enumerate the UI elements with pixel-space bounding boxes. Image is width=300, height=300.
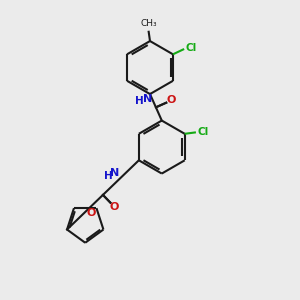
Text: H: H (104, 171, 113, 181)
Text: Cl: Cl (197, 127, 208, 137)
Text: O: O (86, 208, 96, 218)
Text: O: O (167, 95, 176, 106)
Text: O: O (110, 202, 119, 212)
Text: CH₃: CH₃ (140, 20, 157, 28)
Text: N: N (110, 168, 120, 178)
Text: Cl: Cl (186, 43, 197, 52)
Text: H: H (135, 96, 144, 106)
Text: N: N (143, 94, 152, 104)
